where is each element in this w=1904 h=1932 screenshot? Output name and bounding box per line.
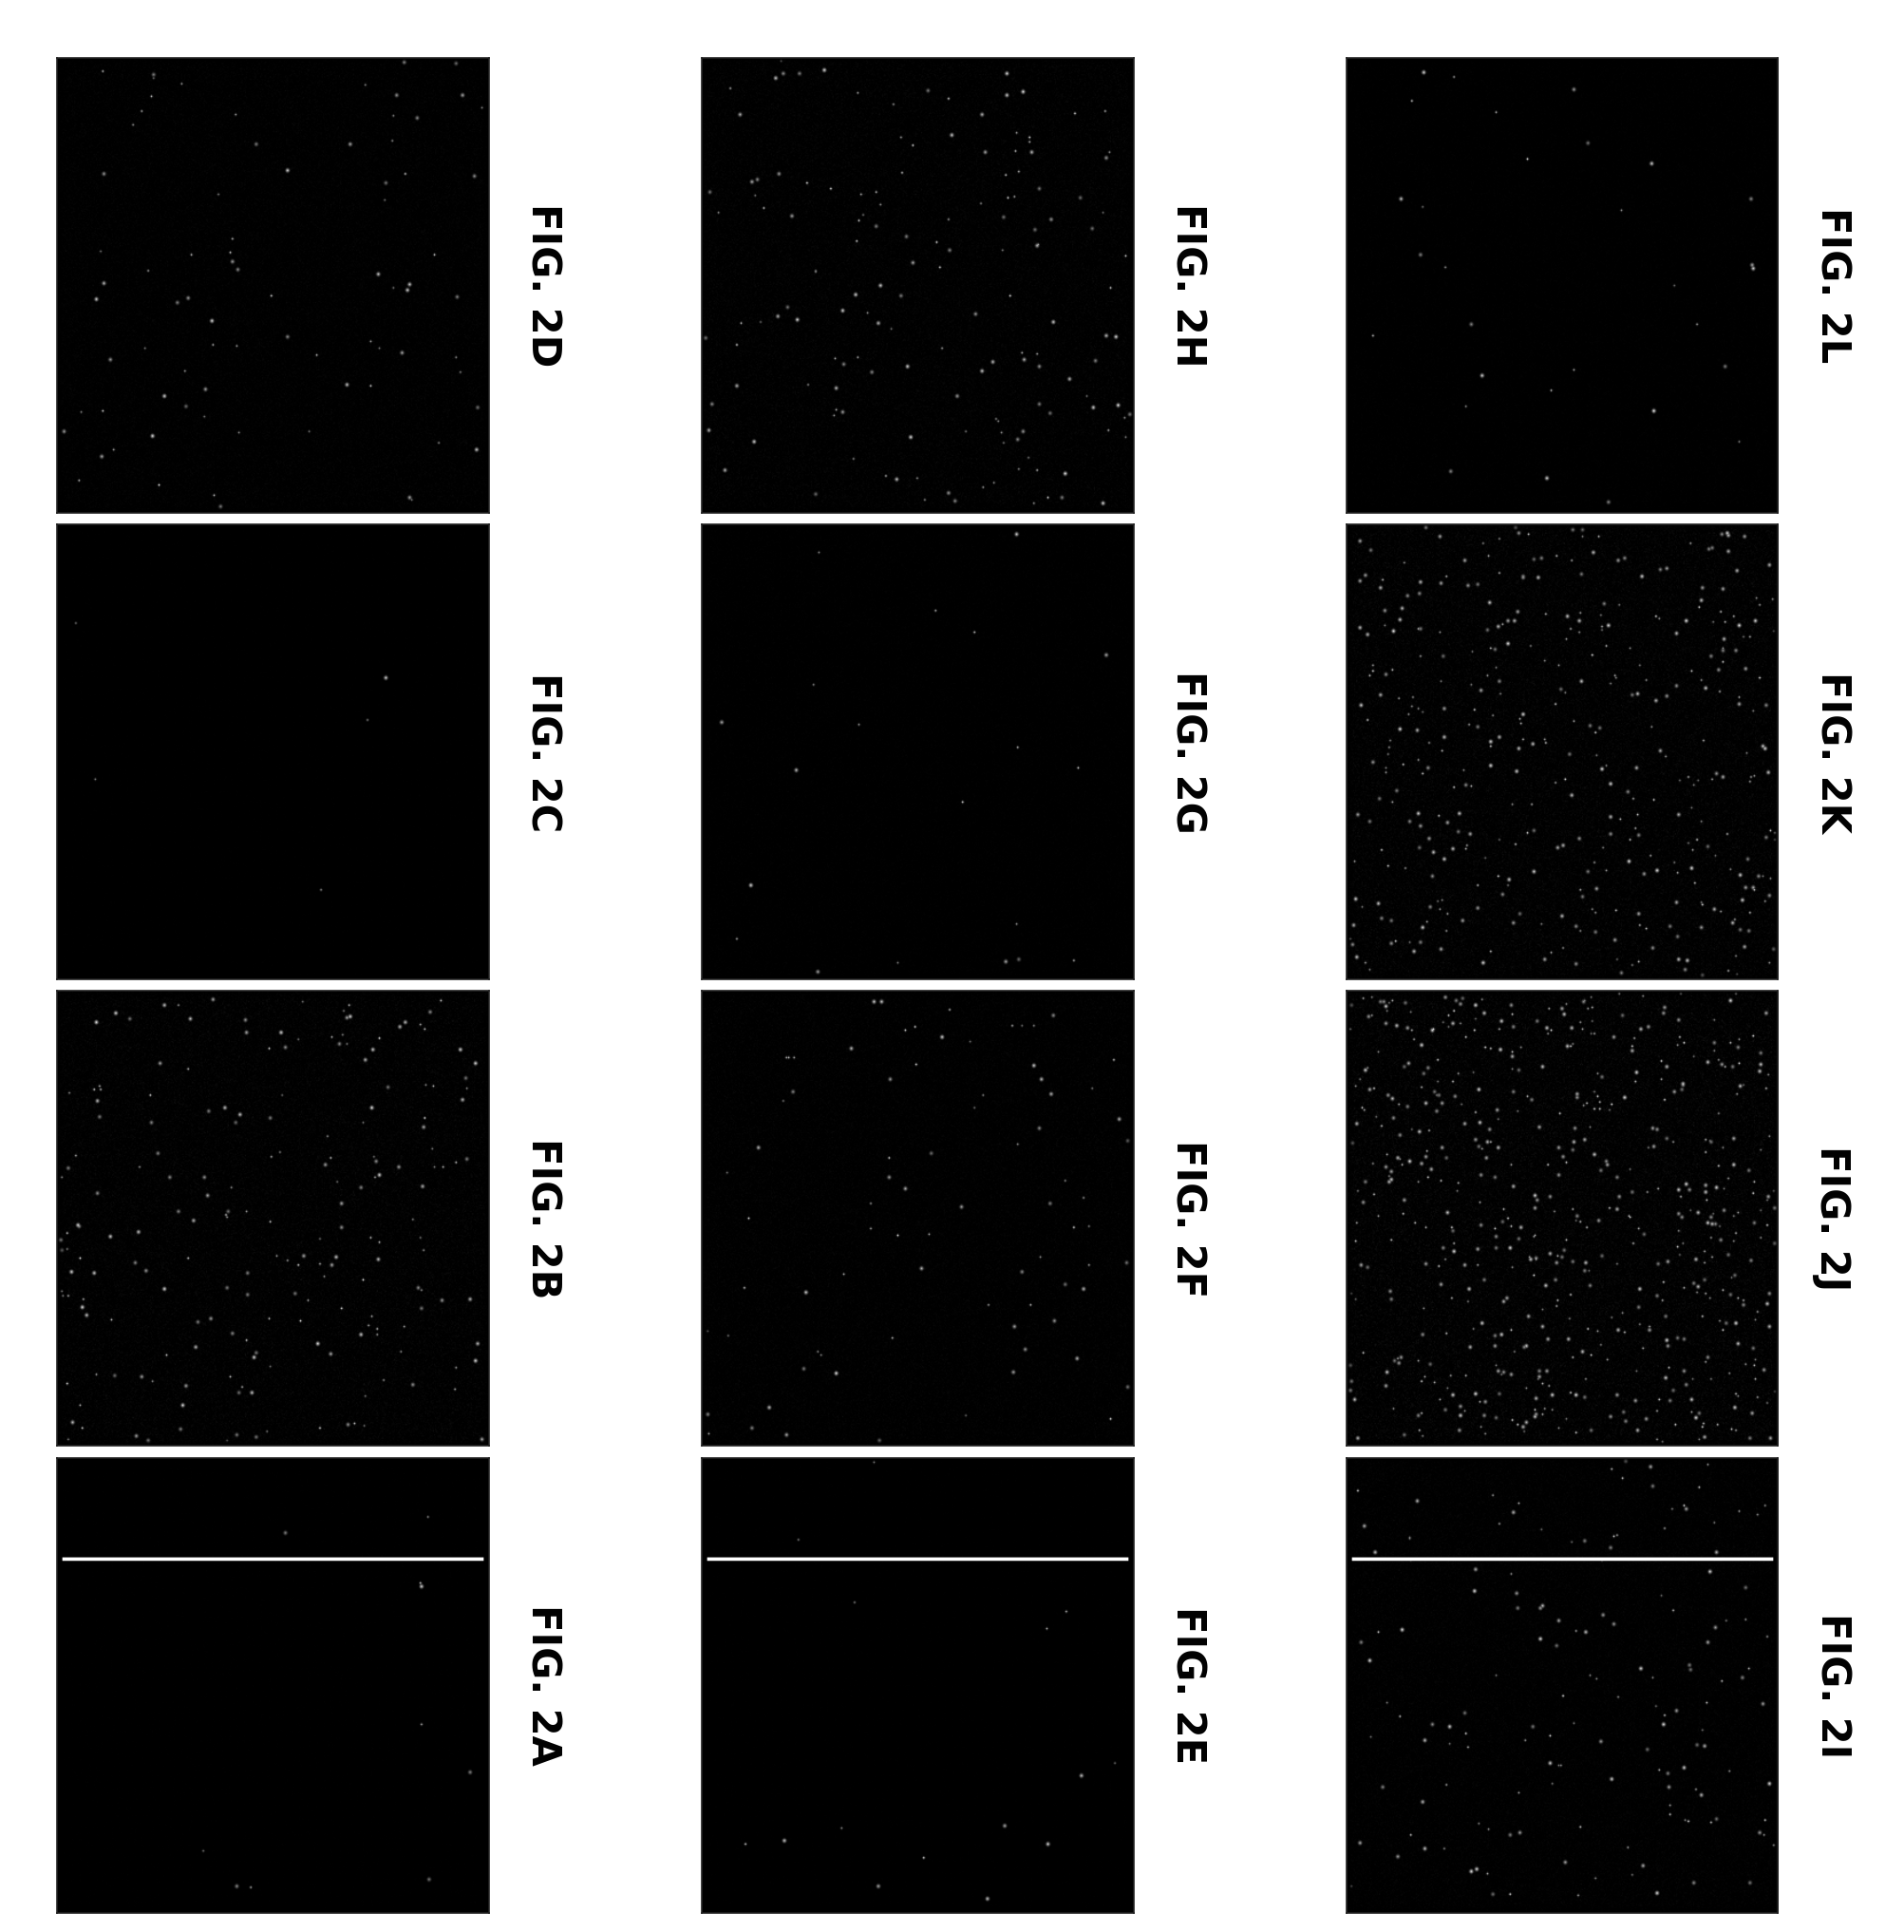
- Text: FIG. 2G: FIG. 2G: [1167, 670, 1207, 835]
- Text: FIG. 2D: FIG. 2D: [524, 203, 562, 367]
- Text: FIG. 2E: FIG. 2E: [1167, 1605, 1207, 1764]
- Text: FIG. 2F: FIG. 2F: [1167, 1140, 1207, 1298]
- Text: FIG. 2A: FIG. 2A: [524, 1604, 562, 1766]
- Text: FIG. 2H: FIG. 2H: [1167, 203, 1207, 367]
- Text: FIG. 2J: FIG. 2J: [1811, 1146, 1851, 1291]
- Text: FIG. 2I: FIG. 2I: [1811, 1613, 1851, 1758]
- Text: FIG. 2K: FIG. 2K: [1811, 670, 1851, 833]
- Text: FIG. 2B: FIG. 2B: [524, 1138, 562, 1298]
- Text: FIG. 2L: FIG. 2L: [1811, 207, 1851, 363]
- Text: FIG. 2C: FIG. 2C: [524, 672, 562, 833]
